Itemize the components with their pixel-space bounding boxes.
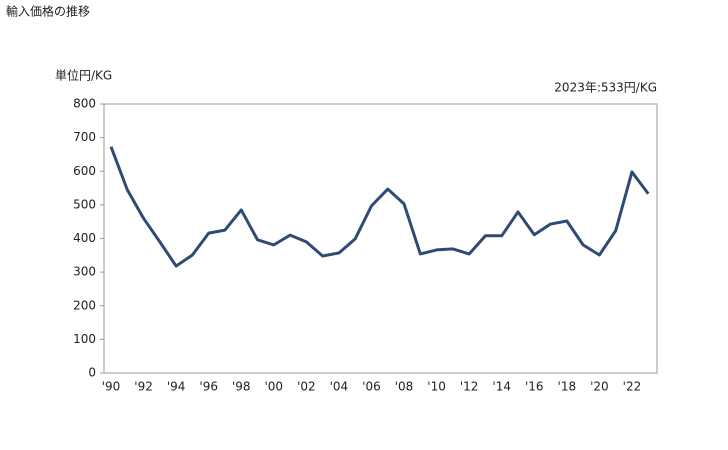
y-tick-label: 300 xyxy=(73,265,96,279)
y-tick-label: 600 xyxy=(73,164,96,178)
line xyxy=(109,146,650,268)
y-tick-label: 700 xyxy=(73,130,96,144)
plot-frame xyxy=(103,103,658,374)
x-tick-label: '98 xyxy=(232,380,251,394)
x-tick-label: '02 xyxy=(297,380,316,394)
x-tick-label: '22 xyxy=(623,380,642,394)
x-tick-label: '16 xyxy=(525,380,544,394)
y-tick-label: 800 xyxy=(73,97,96,111)
x-tick-label: '14 xyxy=(492,380,511,394)
y-tick-label: 100 xyxy=(73,332,96,346)
x-tick-label: '20 xyxy=(590,380,609,394)
y-tick-label: 500 xyxy=(73,197,96,211)
y-tick-label: 0 xyxy=(88,366,96,380)
x-tick-label: '10 xyxy=(427,380,446,394)
x-tick-label: '04 xyxy=(330,380,349,394)
x-tick-label: '08 xyxy=(395,380,414,394)
x-tick-label: '90 xyxy=(102,380,121,394)
annotation: 2023年:533円/KG xyxy=(554,81,657,95)
y-tick-label: 200 xyxy=(73,298,96,312)
x-tick-label: '12 xyxy=(460,380,479,394)
x-tick-label: '96 xyxy=(199,380,218,394)
x-tick-label: '94 xyxy=(167,380,186,394)
x-tick-label: '06 xyxy=(362,380,381,394)
x-tick-label: '00 xyxy=(265,380,284,394)
y-axis-label: 単位円/KG xyxy=(55,68,112,83)
x-tick-label: '18 xyxy=(558,380,577,394)
y-tick-label: 400 xyxy=(73,231,96,245)
x-tick-label: '92 xyxy=(134,380,153,394)
chart-title: 輸入価格の推移 xyxy=(6,4,90,19)
